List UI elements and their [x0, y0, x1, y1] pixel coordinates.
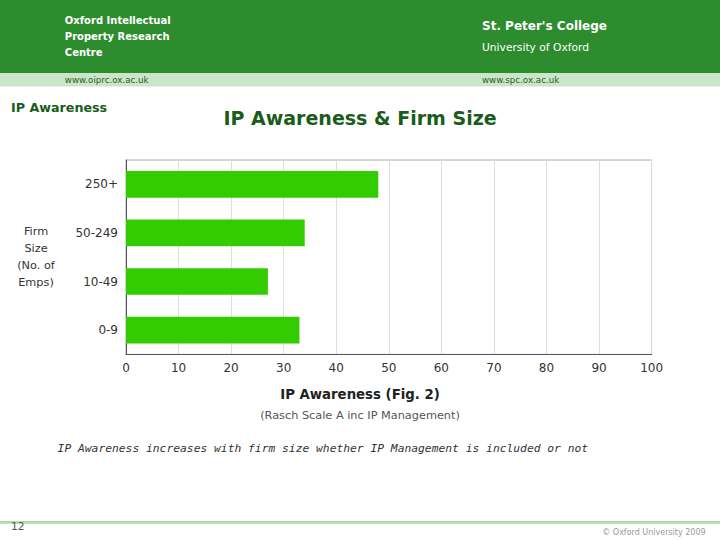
svg-text:0-9: 0-9 [98, 323, 118, 337]
svg-text:IP Awareness (Fig. 2): IP Awareness (Fig. 2) [280, 387, 440, 402]
svg-text:50: 50 [381, 361, 396, 375]
svg-text:80: 80 [539, 361, 554, 375]
svg-text:10: 10 [171, 361, 186, 375]
svg-text:University of Oxford: University of Oxford [482, 41, 589, 54]
svg-text:IP Awareness increases with fi: IP Awareness increases with firm size wh… [58, 442, 589, 455]
svg-text:© Oxford University 2009: © Oxford University 2009 [602, 528, 705, 537]
svg-text:(No. of: (No. of [17, 259, 56, 272]
svg-text:Firm: Firm [24, 225, 48, 238]
svg-text:60: 60 [434, 361, 449, 375]
svg-text:40: 40 [329, 361, 344, 375]
svg-text:250+: 250+ [85, 177, 118, 191]
svg-text:IP Awareness: IP Awareness [11, 100, 107, 115]
svg-text:90: 90 [591, 361, 606, 375]
svg-text:Oxford Intellectual: Oxford Intellectual [65, 15, 171, 26]
svg-text:Centre: Centre [65, 47, 103, 58]
svg-text:0: 0 [122, 361, 130, 375]
svg-text:(Rasch Scale A inc IP Manageme: (Rasch Scale A inc IP Management) [260, 409, 460, 422]
svg-text:30: 30 [276, 361, 291, 375]
svg-text:www.spc.ox.ac.uk: www.spc.ox.ac.uk [482, 75, 559, 85]
svg-text:IP Awareness & Firm Size: IP Awareness & Firm Size [223, 107, 496, 129]
svg-text:20: 20 [223, 361, 238, 375]
svg-text:www.oiprc.ox.ac.uk: www.oiprc.ox.ac.uk [65, 75, 149, 85]
svg-text:Property Research: Property Research [65, 31, 170, 42]
svg-text:100: 100 [640, 361, 663, 375]
svg-text:St. Peter's College: St. Peter's College [482, 19, 607, 33]
svg-text:70: 70 [486, 361, 501, 375]
svg-text:Size: Size [24, 242, 47, 255]
svg-text:50-249: 50-249 [75, 226, 118, 240]
svg-text:Emps): Emps) [18, 276, 54, 289]
svg-text:10-49: 10-49 [83, 275, 118, 289]
svg-text:12: 12 [11, 520, 25, 533]
